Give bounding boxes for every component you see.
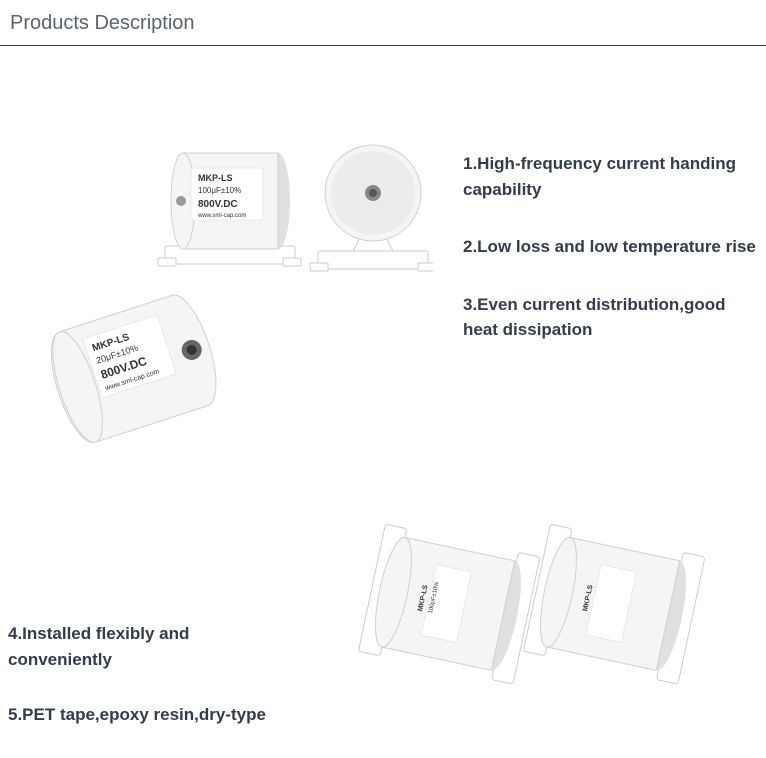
section-title: Products Description [0, 0, 766, 46]
features-bottom: 4.Installed flexibly and conveniently 5.… [8, 516, 288, 758]
product-image-group-2: MKP-LS 100μF±10% MKP-LS [348, 516, 748, 746]
svg-text:800V.DC: 800V.DC [198, 199, 238, 210]
svg-text:100μF±10%: 100μF±10% [198, 186, 241, 195]
svg-text:MKP-LS: MKP-LS [198, 173, 233, 183]
feature-item-3: 3.Even current distribution,good heat di… [463, 292, 758, 343]
content: MKP-LS 100μF±10% 800V.DC www.sml-cap.com [0, 91, 766, 758]
feature-row-1: MKP-LS 100μF±10% 800V.DC www.sml-cap.com [8, 91, 758, 451]
svg-text:www.sml-cap.com: www.sml-cap.com [197, 213, 246, 219]
feature-row-2: 4.Installed flexibly and conveniently 5.… [8, 516, 758, 758]
feature-item-1: 1.High-frequency current handing capabil… [463, 151, 758, 202]
feature-item-5: 5.PET tape,epoxy resin,dry-type [8, 702, 288, 728]
product-images-bottom: MKP-LS 100μF±10% MKP-LS [348, 516, 758, 758]
features-top: 1.High-frequency current handing capabil… [463, 91, 758, 451]
feature-item-4: 4.Installed flexibly and conveniently [8, 621, 288, 672]
feature-item-2: 2.Low loss and low temperature rise [463, 234, 758, 260]
product-image-group-1: MKP-LS 100μF±10% 800V.DC www.sml-cap.com [8, 91, 433, 451]
product-images-top: MKP-LS 100μF±10% 800V.DC www.sml-cap.com [8, 91, 433, 451]
